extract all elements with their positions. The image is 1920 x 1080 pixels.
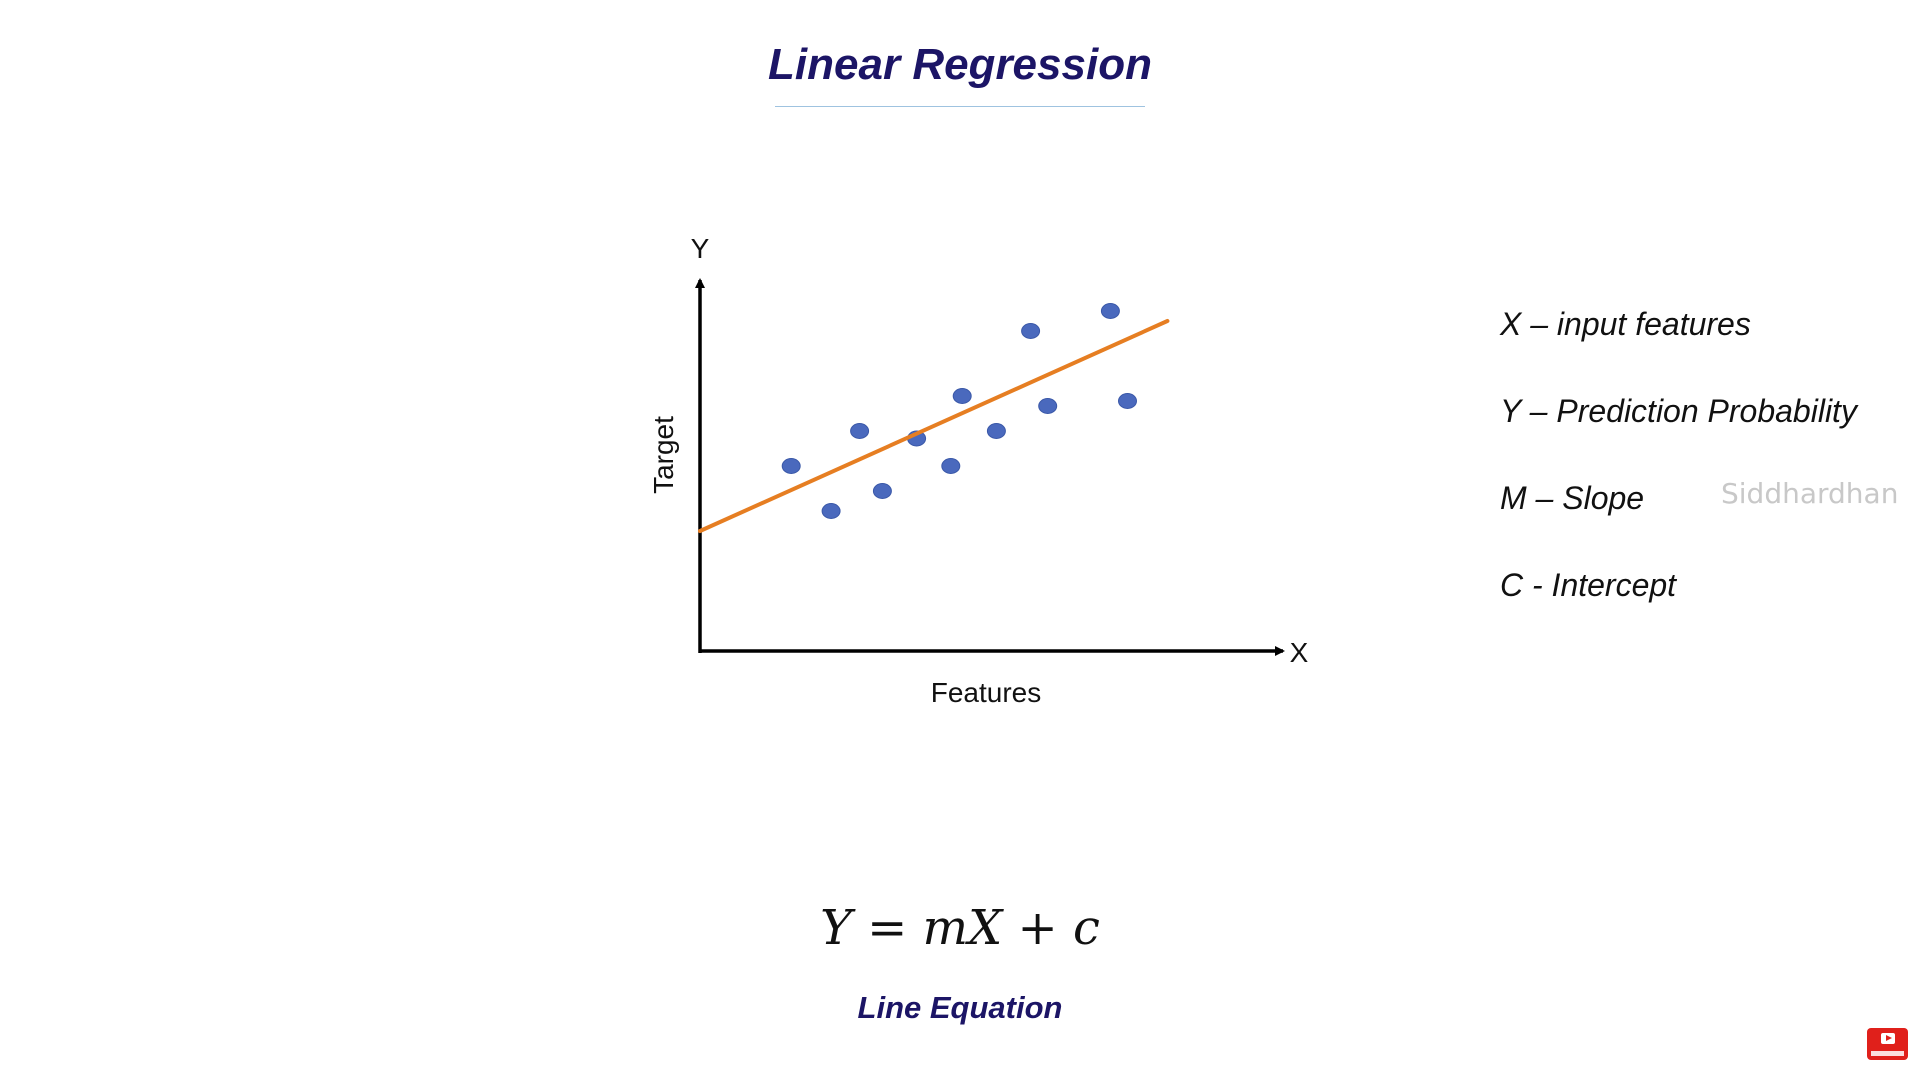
legend-m-slope: M – Slope <box>1500 480 1645 516</box>
regression-line <box>698 319 1170 533</box>
legend-x-input-features: X – input features <box>1500 306 1751 342</box>
y-axis-letter: Y <box>691 233 710 264</box>
legend-y-prediction-probability: Y – Prediction Probability <box>1500 393 1857 429</box>
data-point-3 <box>850 423 870 439</box>
equation-caption: Line Equation <box>857 990 1063 1025</box>
legend-c-intercept: C - Intercept <box>1500 567 1677 603</box>
data-point-10 <box>1038 398 1058 414</box>
data-point-12 <box>1118 393 1137 409</box>
data-point-8 <box>986 423 1006 439</box>
subscribe-text-bar <box>1871 1051 1904 1056</box>
data-point-2 <box>821 503 841 519</box>
x-axis-label: Features <box>931 677 1042 708</box>
author-watermark: Siddhardhan <box>1721 477 1899 510</box>
data-point-11 <box>1100 303 1120 319</box>
slide-title: Linear Regression <box>768 40 1152 89</box>
line-equation: Y = mX + c <box>820 900 1100 956</box>
title-underline <box>775 106 1145 107</box>
data-point-1 <box>781 458 801 474</box>
data-point-9 <box>1021 323 1041 339</box>
data-point-6 <box>941 458 961 474</box>
youtube-subscribe-icon[interactable] <box>1867 1028 1908 1060</box>
x-axis-letter: X <box>1290 637 1309 668</box>
play-icon <box>1881 1033 1895 1044</box>
y-axis-label: Target <box>648 416 679 494</box>
data-point-4 <box>872 483 892 499</box>
data-point-7 <box>952 388 972 404</box>
